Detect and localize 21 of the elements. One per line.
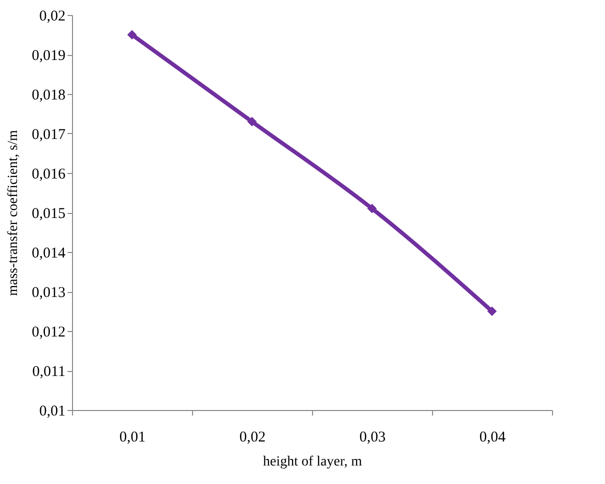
point xyxy=(127,30,137,40)
point xyxy=(487,306,497,316)
y-tick-label: 0,017 xyxy=(32,127,66,143)
x-tick-label: 0,04 xyxy=(479,430,506,446)
point xyxy=(367,204,377,214)
y-tick-label: 0,014 xyxy=(32,246,66,262)
y-tick-label: 0,02 xyxy=(39,8,66,24)
y-tick-label: 0,012 xyxy=(32,324,66,340)
y-axis-title: mass-transfer coefficient, s/m xyxy=(6,130,21,296)
y-tick-label: 0,011 xyxy=(32,364,66,380)
x-tick-label: 0,03 xyxy=(359,430,386,446)
x-tick-label: 0,02 xyxy=(239,430,266,446)
x-axis-title: height of layer, m xyxy=(263,454,362,470)
y-tick-label: 0,01 xyxy=(39,404,66,420)
x-tick-label: 0,01 xyxy=(119,430,146,446)
y-tick-label: 0,018 xyxy=(32,88,66,104)
y-tick-label: 0,015 xyxy=(32,206,66,222)
y-tick-label: 0,016 xyxy=(32,166,66,182)
y-tick-label: 0,013 xyxy=(32,285,66,301)
point xyxy=(247,116,257,126)
y-tick-label: 0,019 xyxy=(32,48,66,64)
